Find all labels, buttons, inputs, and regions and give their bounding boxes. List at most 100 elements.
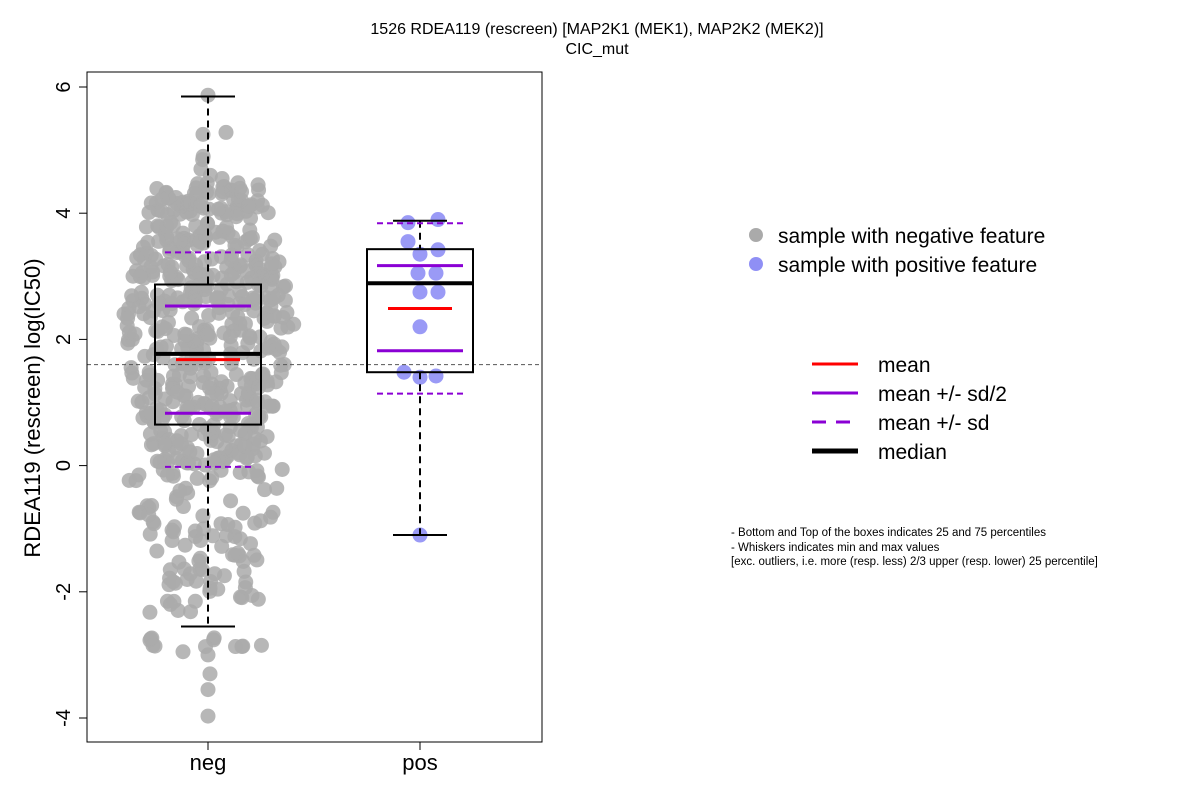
neg-sample-point xyxy=(195,152,211,168)
neg-sample-point xyxy=(202,666,218,682)
neg-sample-point xyxy=(176,561,192,577)
neg-sample-point xyxy=(286,316,302,332)
neg-sample-point xyxy=(274,461,290,477)
neg-sample-point xyxy=(164,522,180,538)
neg-sample-point xyxy=(273,365,289,381)
neg-sample-point xyxy=(217,403,233,419)
legend-sd-label: mean +/- sd xyxy=(878,412,989,435)
neg-sample-point xyxy=(265,504,281,520)
pos-sample-point xyxy=(412,284,428,300)
plot-area: -4 -2 0 2 4 6 neg pos xyxy=(53,81,542,775)
pos-sample-point xyxy=(428,265,444,281)
neg-sample-point xyxy=(214,186,230,202)
neg-sample-point xyxy=(227,519,243,535)
neg-sample-point xyxy=(121,472,137,488)
chart-title-line1: 1526 RDEA119 (rescreen) [MAP2K1 (MEK1), … xyxy=(370,21,823,38)
neg-sample-point xyxy=(165,574,181,590)
neg-sample-point xyxy=(183,604,199,620)
legend-negative-label: sample with negative feature xyxy=(778,225,1045,248)
plot-frame xyxy=(86,71,543,743)
neg-sample-point xyxy=(149,543,165,559)
neg-sample-point xyxy=(141,507,157,523)
box-pos xyxy=(366,219,474,537)
neg-sample-point xyxy=(179,292,195,308)
note-line-1: - Bottom and Top of the boxes indicates … xyxy=(731,527,1046,539)
neg-sample-point xyxy=(141,204,157,220)
neg-sample-point xyxy=(222,329,238,345)
neg-sample-point xyxy=(230,309,246,325)
neg-sample-point xyxy=(153,203,169,219)
legend-mean-label: mean xyxy=(878,354,931,377)
neg-sample-point xyxy=(232,464,248,480)
neg-sample-point xyxy=(120,310,136,326)
neg-sample-point xyxy=(201,380,217,396)
neg-sample-point xyxy=(143,406,159,422)
neg-sample-point xyxy=(140,234,156,250)
neg-sample-point xyxy=(257,482,273,498)
neg-sample-point xyxy=(142,426,158,442)
neg-sample-point xyxy=(188,257,204,273)
neg-sample-point xyxy=(172,233,188,249)
x-axis: neg pos xyxy=(190,742,438,775)
legend-median-label: median xyxy=(878,441,947,464)
neg-sample-point xyxy=(269,480,285,496)
neg-sample-point xyxy=(266,290,282,306)
neg-sample-point xyxy=(264,256,280,272)
neg-sample-point xyxy=(142,604,158,620)
neg-sample-point xyxy=(192,561,208,577)
neg-sample-point xyxy=(184,427,200,443)
note-line-2: - Whiskers indicates min and max values xyxy=(731,542,940,554)
neg-sample-point xyxy=(241,198,257,214)
y-tick-label: 0 xyxy=(53,460,75,471)
neg-sample-point xyxy=(156,435,172,451)
neg-sample-point xyxy=(165,368,181,384)
y-tick-label: 2 xyxy=(53,334,75,345)
neg-sample-point xyxy=(193,198,209,214)
pos-sample-point xyxy=(430,212,446,228)
neg-sample-point xyxy=(163,214,179,230)
neg-sample-point xyxy=(166,593,182,609)
neg-sample-point xyxy=(151,295,167,311)
legend-half-sd-label: mean +/- sd/2 xyxy=(878,383,1007,406)
neg-sample-point xyxy=(204,470,220,486)
y-tick-label: 4 xyxy=(53,208,75,219)
neg-sample-point xyxy=(232,531,248,547)
neg-sample-point xyxy=(210,201,226,217)
neg-sample-point xyxy=(205,267,221,283)
y-axis-label: RDEA119 (rescreen) log(IC50) xyxy=(20,258,45,557)
neg-points-group xyxy=(116,87,302,724)
neg-sample-point xyxy=(169,384,185,400)
neg-sample-point xyxy=(206,425,222,441)
chart-title-line2: CIC_mut xyxy=(565,41,629,58)
neg-sample-point xyxy=(248,406,264,422)
neg-sample-point xyxy=(259,313,275,329)
neg-sample-point xyxy=(142,526,158,542)
neg-sample-point xyxy=(235,505,251,521)
neg-sample-point xyxy=(143,437,159,453)
legend-positive-label: sample with positive feature xyxy=(778,254,1037,277)
legend-item-mean: mean xyxy=(812,354,931,377)
neg-sample-point xyxy=(244,230,260,246)
neg-sample-point xyxy=(182,400,198,416)
neg-sample-point xyxy=(150,372,166,388)
neg-sample-point xyxy=(201,185,217,201)
neg-sample-point xyxy=(200,87,216,103)
chart-notes: - Bottom and Top of the boxes indicates … xyxy=(731,527,1098,568)
neg-sample-point xyxy=(169,450,185,466)
legend-points: sample with negative feature sample with… xyxy=(749,225,1045,277)
neg-sample-point xyxy=(240,247,256,263)
neg-sample-point xyxy=(237,375,253,391)
y-axis: -4 -2 0 2 4 6 xyxy=(53,81,87,727)
neg-sample-point xyxy=(239,449,255,465)
pos-sample-point xyxy=(400,234,416,250)
legend-negative-marker xyxy=(749,228,763,242)
neg-sample-point xyxy=(172,483,188,499)
neg-sample-point xyxy=(214,170,230,186)
neg-sample-point xyxy=(192,234,208,250)
neg-sample-point xyxy=(162,562,178,578)
pos-sample-point xyxy=(412,246,428,262)
neg-sample-point xyxy=(182,444,198,460)
neg-sample-point xyxy=(254,367,270,383)
